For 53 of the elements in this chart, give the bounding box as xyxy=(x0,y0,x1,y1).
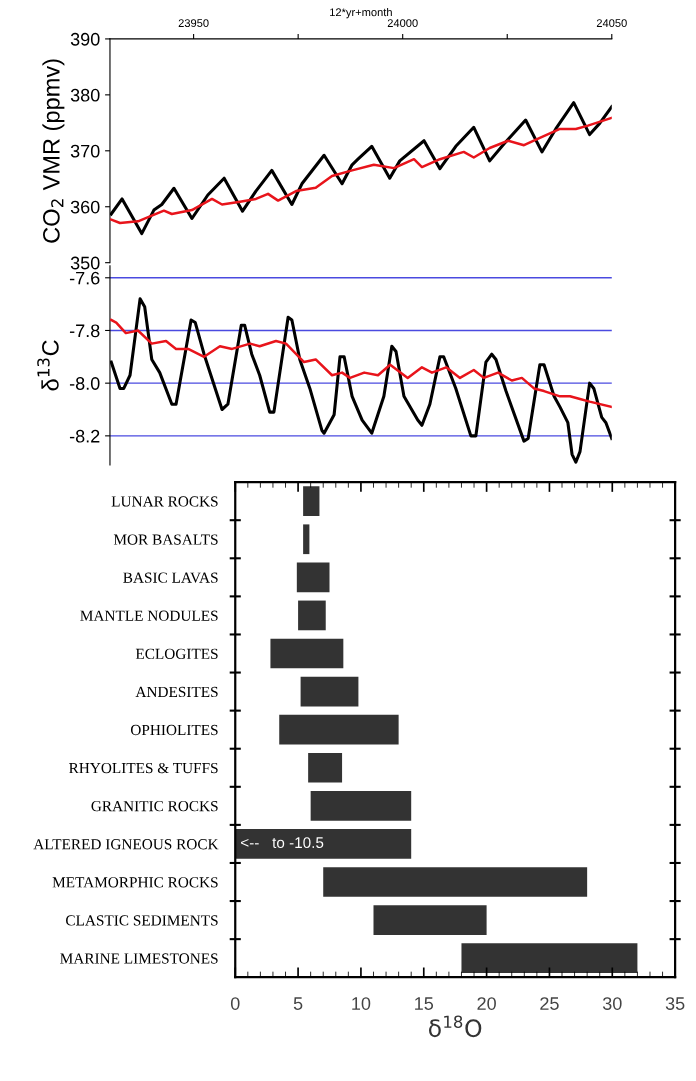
bar xyxy=(235,829,412,859)
x-axis-title: 12*yr+month xyxy=(330,8,392,19)
bar xyxy=(461,943,638,974)
y-tick-label: RHYOLITES & TUFFS xyxy=(69,762,218,774)
x-tick-label: 24050 xyxy=(596,19,627,27)
y-tick-label: MOR BASALTS xyxy=(113,534,218,545)
bar xyxy=(298,600,326,631)
y-tick-label: METAMORPHIC ROCKS xyxy=(52,877,218,888)
line-series xyxy=(109,318,612,409)
y-tick-label: 350 xyxy=(70,256,100,270)
y-tick-label: BASIC LAVAS xyxy=(123,572,218,583)
bar xyxy=(323,867,588,897)
x-tick-label: 5 xyxy=(293,997,303,1010)
bar xyxy=(303,524,310,555)
x-tick-label: 20 xyxy=(477,997,496,1010)
y-tick-label: LUNAR ROCKS xyxy=(111,496,218,507)
y-tick-label: ALTERED IGNEOUS ROCK xyxy=(33,839,219,850)
y-tick-label: CLASTIC SEDIMENTS xyxy=(66,915,218,926)
y-tick-label: ANDESITES xyxy=(135,686,218,698)
bar xyxy=(270,638,344,669)
y-tick-label: -7.6 xyxy=(69,271,100,285)
y-tick-label: OPHIOLITES xyxy=(130,724,218,736)
bar xyxy=(296,562,330,593)
x-tick-label: 23950 xyxy=(178,19,209,27)
x-tick-label: 35 xyxy=(665,997,685,1010)
y-tick-label: 390 xyxy=(70,32,100,46)
y-axis-title: CO$_{2}$ VMR (ppmv) xyxy=(42,59,65,243)
y-tick-label: 370 xyxy=(70,144,100,158)
x-axis-title: δ$^{18}$O xyxy=(428,1015,482,1038)
line-series xyxy=(109,116,612,225)
x-tick-label: 0 xyxy=(230,997,240,1010)
y-tick-label: GRANITIC ROCKS xyxy=(91,801,218,812)
bar xyxy=(373,905,487,935)
y-axis-title: δ$^{13}$C xyxy=(37,340,59,391)
y-tick-label: -8.2 xyxy=(69,429,100,443)
y-tick-label: ECLOGITES xyxy=(135,648,218,659)
y-tick-label: 360 xyxy=(70,200,100,214)
bar xyxy=(303,486,320,517)
annotation: <-- to -10.5 xyxy=(241,837,324,849)
y-tick-label: MARINE LIMESTONES xyxy=(60,953,218,964)
bar xyxy=(308,752,343,783)
y-tick-label: MANTLE NODULES xyxy=(80,610,218,621)
x-tick-label: 10 xyxy=(352,997,371,1010)
y-tick-label: -7.8 xyxy=(69,324,100,338)
x-tick-label: 24000 xyxy=(387,19,418,27)
bar xyxy=(279,714,399,745)
x-tick-label: 25 xyxy=(540,997,559,1010)
x-tick-label: 30 xyxy=(602,997,622,1010)
x-tick-label: 15 xyxy=(415,997,434,1010)
bar xyxy=(300,676,359,707)
y-tick-label: -8.0 xyxy=(69,377,100,390)
bar xyxy=(310,790,412,821)
y-tick-label: 380 xyxy=(70,88,100,102)
